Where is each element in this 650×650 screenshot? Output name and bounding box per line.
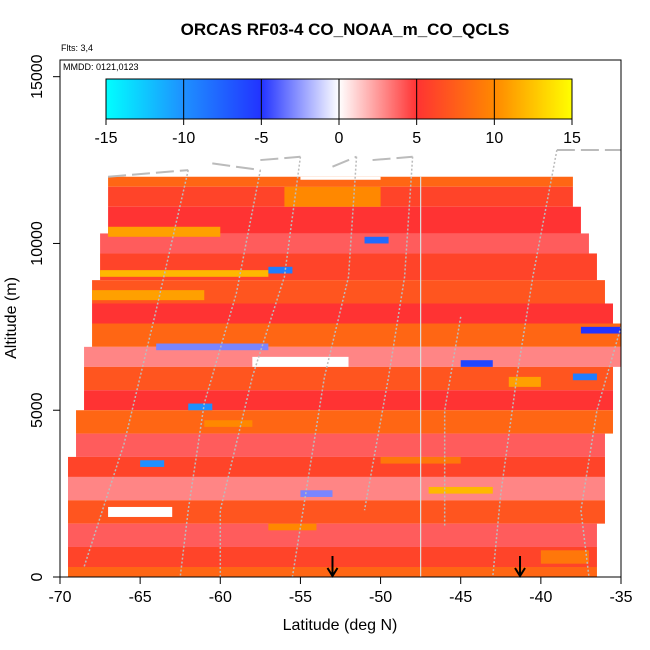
heat-cell: [100, 233, 589, 254]
heat-cell: [252, 356, 349, 367]
heat-cell: [572, 373, 597, 381]
y-tick-label: 10000: [29, 221, 46, 266]
flight-leg: [212, 162, 261, 172]
heat-cell: [140, 460, 165, 467]
flight-profile: [291, 156, 358, 577]
heat-cell: [108, 226, 221, 237]
heat-cell: [76, 433, 605, 457]
flight-leg: [260, 155, 301, 162]
plot-frame: [59, 59, 622, 578]
heat-cell: [188, 403, 213, 411]
arrows: [326, 556, 526, 578]
heat-cell: [268, 523, 317, 531]
y-tick-label: 15000: [29, 54, 46, 99]
heat-cell: [92, 280, 605, 304]
flights-label: Flts: 3,4: [61, 43, 93, 53]
heat-cell: [68, 500, 605, 524]
heat-cell: [540, 550, 589, 564]
heat-cell: [76, 410, 613, 434]
heat-cell: [364, 236, 389, 244]
heat-cell: [508, 376, 541, 387]
down-arrow-icon: [326, 556, 339, 578]
heat-cell: [108, 176, 573, 187]
down-arrow-icon: [514, 556, 526, 578]
heat-cell: [92, 303, 613, 324]
chart-title: ORCAS RF03-4 CO_NOAA_m_CO_QCLS: [181, 20, 510, 39]
flight-profile: [580, 326, 621, 577]
x-tick-label: -40: [529, 589, 552, 606]
heat-cell: [92, 323, 621, 347]
flight-track: [83, 149, 621, 577]
x-tick-label: -45: [449, 589, 472, 606]
colorbar-tick-label: -15: [94, 130, 117, 147]
heat-cell: [284, 186, 381, 207]
heat-cell: [300, 490, 333, 497]
colorbar-tick-label: 10: [485, 130, 503, 147]
x-tick-label: -60: [209, 589, 232, 606]
heat-cell: [268, 266, 293, 274]
x-tick-label: -55: [289, 589, 312, 606]
heat-cell: [84, 390, 613, 411]
heat-cell: [428, 486, 493, 494]
y-tick-label: 5000: [29, 392, 46, 428]
heat-cell: [100, 270, 269, 277]
heat-cell: [68, 476, 605, 501]
flight-profile: [83, 169, 189, 568]
colorbar-tick-label: 15: [563, 130, 581, 147]
y-axis: 0 5000 10000 15000: [29, 54, 60, 581]
date-label: MMDD: 0121,0123: [63, 62, 139, 72]
flight-profile: [363, 156, 414, 511]
heat-cell: [68, 456, 605, 477]
x-tick-label: -70: [48, 589, 71, 606]
heat-cell: [204, 420, 253, 427]
colorbar-tick-label: -10: [172, 130, 195, 147]
flight-profile: [492, 149, 558, 577]
y-axis-label: Altitude (m): [3, 277, 20, 359]
flight-profile: [219, 156, 302, 577]
heat-cell: [108, 506, 173, 517]
heat-cell: [300, 176, 381, 180]
x-axis-label: Latitude (deg N): [283, 617, 398, 634]
x-tick-label: -50: [369, 589, 392, 606]
heat-cell: [460, 360, 493, 367]
flight-leg: [332, 155, 357, 168]
colorbar: -15 -10 -5 0 5 10 15: [94, 78, 581, 147]
flight-leg: [372, 155, 413, 162]
heat-cell: [84, 366, 613, 391]
flight-leg: [108, 169, 189, 178]
heat-cell: [156, 343, 269, 351]
x-tick-label: -35: [609, 589, 632, 606]
colorbar-tick-label: -5: [254, 130, 268, 147]
heat-cell: [92, 290, 205, 301]
y-tick-label: 0: [29, 572, 46, 581]
heatmap-area: [68, 176, 621, 577]
flight-profile: [443, 316, 462, 527]
colorbar-tick-label: 0: [335, 130, 344, 147]
x-axis: -70 -65 -60 -55 -50 -45 -40 -35: [48, 577, 633, 606]
colorbar-tick-label: 5: [412, 130, 421, 147]
heat-cell: [580, 326, 621, 334]
x-tick-label: -65: [129, 589, 152, 606]
flight-profile: [179, 169, 262, 577]
heat-cell: [68, 523, 597, 547]
